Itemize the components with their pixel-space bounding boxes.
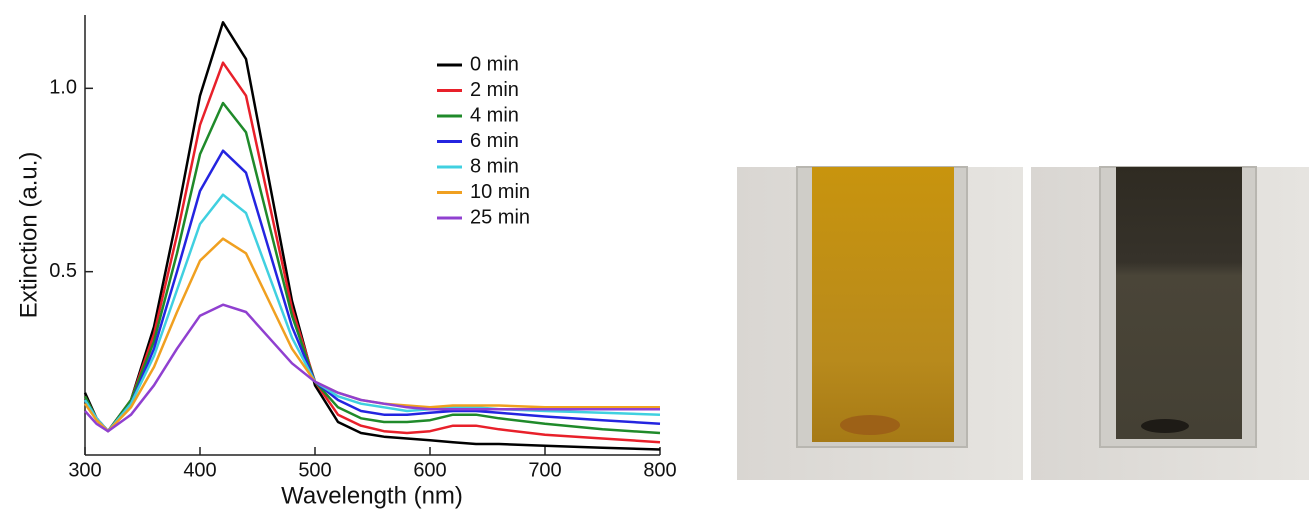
line-series: [85, 151, 660, 432]
photo-yellow: [737, 167, 1023, 480]
figure: Wavelength (nm) Extinction (a.u.) 300 400…: [0, 0, 1309, 513]
x-tick-label: 400: [183, 459, 216, 481]
x-tick-label: 500: [298, 459, 331, 481]
line-series: [85, 63, 660, 443]
photo-dark: [1031, 167, 1309, 480]
line-series: [85, 22, 660, 449]
chart: Wavelength (nm) Extinction (a.u.) 300 400…: [0, 0, 1309, 513]
liquid: [812, 167, 954, 442]
legend-label: 10 min: [470, 181, 530, 203]
legend-label: 8 min: [470, 155, 519, 177]
x-tick-label: 700: [528, 459, 561, 481]
line-series: [85, 103, 660, 433]
legend-label: 0 min: [470, 53, 519, 75]
legend-label: 2 min: [470, 79, 519, 101]
legend-label: 6 min: [470, 130, 519, 152]
sediment: [1141, 419, 1189, 433]
legend-label: 4 min: [470, 104, 519, 126]
sediment: [840, 415, 900, 435]
legend-label: 25 min: [470, 206, 530, 228]
x-tick-label: 800: [643, 459, 676, 481]
y-axis-title: Extinction (a.u.): [15, 152, 42, 319]
liquid: [1116, 167, 1242, 439]
line-series: [85, 195, 660, 432]
y-tick-label: 1.0: [49, 77, 77, 99]
x-tick-label: 600: [413, 459, 446, 481]
x-tick-label: 300: [68, 459, 101, 481]
x-axis-title: Wavelength (nm): [281, 482, 463, 509]
y-tick-label: 0.5: [49, 260, 77, 282]
